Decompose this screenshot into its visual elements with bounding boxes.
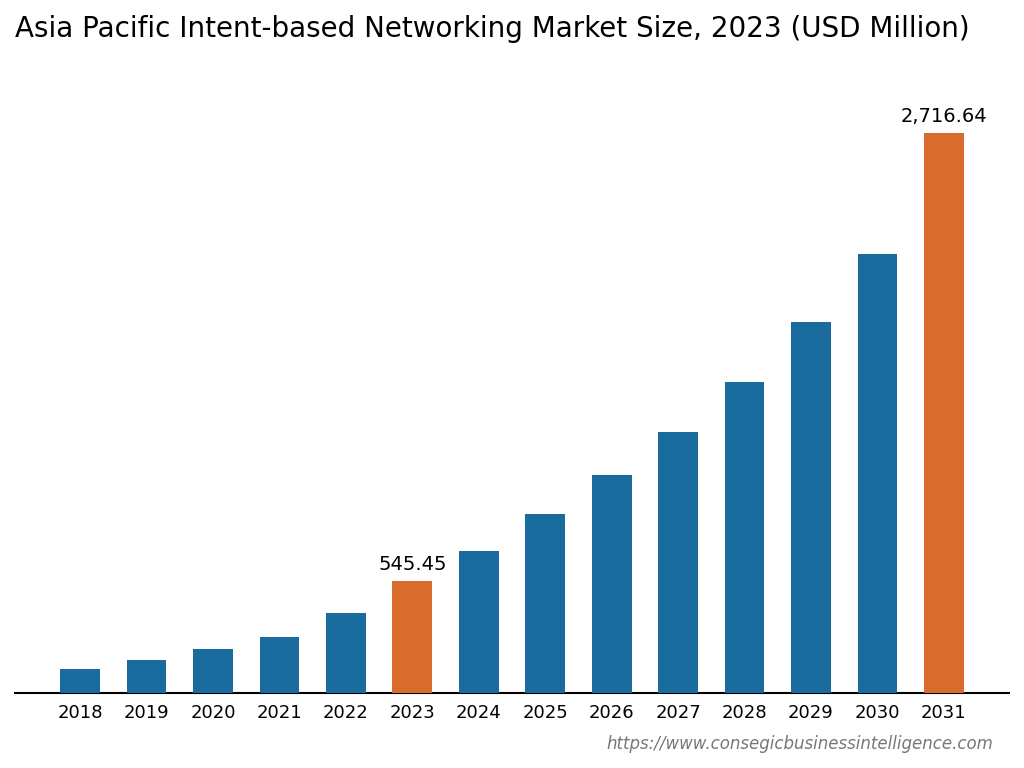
Text: Asia Pacific Intent-based Networking Market Size, 2023 (USD Million): Asia Pacific Intent-based Networking Mar… [15, 15, 970, 43]
Bar [592, 475, 632, 694]
Bar [792, 323, 830, 694]
Bar [60, 670, 100, 694]
Text: 2,716.64: 2,716.64 [900, 108, 987, 126]
Bar [392, 581, 432, 694]
Bar [857, 254, 897, 694]
Bar [725, 382, 765, 694]
Bar [924, 134, 964, 694]
Bar [259, 637, 299, 694]
Text: 545.45: 545.45 [378, 554, 446, 574]
Bar [127, 660, 167, 694]
Bar [459, 551, 499, 694]
Text: https://www.consegicbusinessintelligence.com: https://www.consegicbusinessintelligence… [606, 735, 993, 753]
Bar [194, 649, 232, 694]
Bar [525, 514, 565, 694]
Bar [326, 613, 366, 694]
Bar [658, 432, 698, 694]
